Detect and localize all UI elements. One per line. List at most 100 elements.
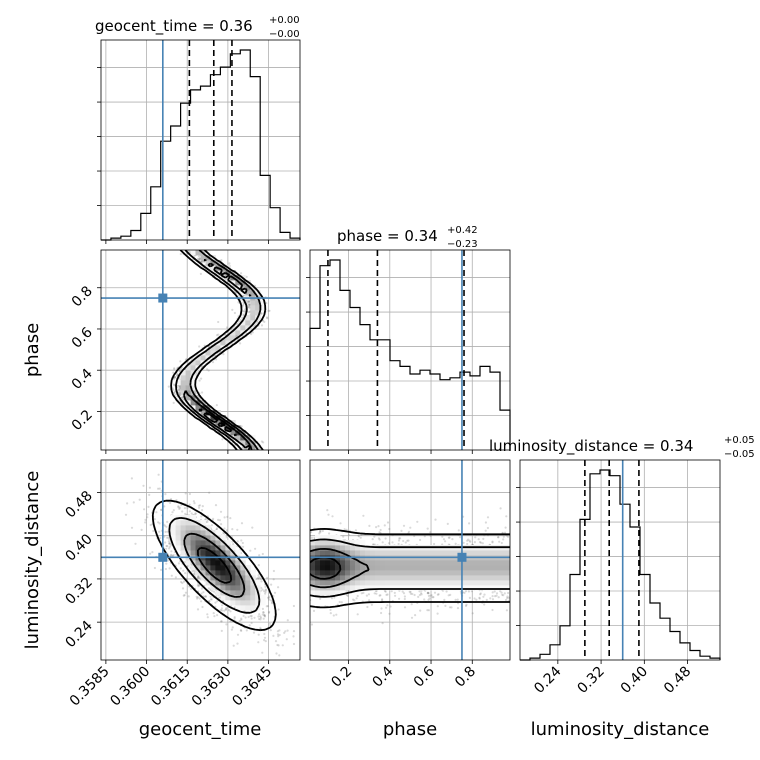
sample-point bbox=[204, 595, 207, 598]
sample-point bbox=[277, 644, 280, 647]
sample-point bbox=[218, 519, 221, 522]
sample-point bbox=[264, 588, 267, 591]
density-cell bbox=[240, 565, 246, 571]
sample-point bbox=[230, 628, 233, 631]
sample-point bbox=[240, 618, 243, 621]
sample-point bbox=[267, 611, 271, 614]
sample-point bbox=[197, 575, 200, 578]
sample-point bbox=[478, 541, 482, 544]
density-cell bbox=[210, 350, 216, 356]
sample-point bbox=[197, 575, 200, 578]
density-cell bbox=[400, 565, 406, 571]
density-cell bbox=[440, 560, 446, 566]
density-cell bbox=[390, 565, 396, 571]
sample-point bbox=[236, 322, 239, 325]
sample-point bbox=[464, 604, 468, 608]
sample-point bbox=[468, 596, 471, 600]
sample-point bbox=[170, 553, 173, 556]
density-cell bbox=[440, 565, 446, 571]
density-cell bbox=[350, 570, 356, 576]
sample-point bbox=[319, 531, 322, 534]
density-cell bbox=[370, 550, 376, 556]
sample-point bbox=[331, 515, 334, 518]
density-cell bbox=[370, 560, 376, 566]
density-cell bbox=[215, 575, 221, 581]
sample-point bbox=[442, 538, 446, 541]
density-cell bbox=[220, 425, 226, 431]
sample-point bbox=[170, 554, 173, 557]
density-cell bbox=[370, 575, 376, 581]
sample-point bbox=[318, 532, 321, 535]
sample-point bbox=[429, 594, 432, 597]
sample-point bbox=[168, 542, 171, 545]
density-cell bbox=[345, 565, 351, 571]
sample-point bbox=[479, 592, 482, 595]
density-cell bbox=[345, 585, 351, 591]
sample-point bbox=[270, 602, 274, 605]
sample-point bbox=[179, 360, 182, 363]
density-cell bbox=[190, 405, 196, 411]
density-cell bbox=[205, 565, 211, 571]
density-cell bbox=[205, 535, 211, 541]
sample-point bbox=[447, 594, 450, 597]
density-cell bbox=[240, 570, 246, 576]
sample-point bbox=[178, 384, 181, 388]
sample-point bbox=[177, 562, 180, 565]
density-cell bbox=[330, 550, 336, 556]
density-cell bbox=[420, 560, 426, 566]
sample-point bbox=[381, 598, 384, 601]
density-cell bbox=[245, 580, 251, 586]
sample-point bbox=[384, 589, 387, 593]
sample-point bbox=[236, 540, 239, 543]
sample-point bbox=[394, 594, 397, 597]
sample-point bbox=[248, 300, 251, 304]
sample-point bbox=[466, 542, 469, 546]
sample-point bbox=[416, 520, 419, 523]
density-cell bbox=[250, 310, 256, 316]
density-cell bbox=[365, 575, 371, 581]
sample-point bbox=[373, 592, 376, 595]
sample-point bbox=[181, 587, 185, 590]
density-cell bbox=[345, 575, 351, 581]
density-cell bbox=[180, 385, 186, 391]
sample-point bbox=[237, 320, 240, 323]
density-cell bbox=[365, 580, 371, 586]
sample-point bbox=[366, 605, 369, 609]
sample-point bbox=[446, 522, 449, 526]
density-cell bbox=[240, 605, 246, 611]
sample-point bbox=[354, 529, 357, 532]
sample-point bbox=[477, 538, 480, 541]
density-cell bbox=[195, 360, 201, 366]
density-cell bbox=[225, 575, 231, 581]
sample-point bbox=[384, 537, 387, 540]
sample-point bbox=[398, 537, 401, 540]
sample-point bbox=[260, 312, 263, 315]
density-cell bbox=[200, 355, 206, 361]
sample-point bbox=[200, 592, 203, 595]
density-cell bbox=[330, 585, 336, 591]
sample-point bbox=[355, 597, 358, 600]
sample-point bbox=[359, 536, 362, 539]
sample-point bbox=[398, 597, 401, 600]
sample-point bbox=[275, 652, 278, 655]
sample-point bbox=[227, 608, 231, 612]
sample-point bbox=[418, 593, 421, 597]
sample-point bbox=[365, 594, 368, 597]
sample-point bbox=[381, 541, 384, 544]
sample-point bbox=[264, 590, 267, 594]
title-geocent-time: geocent_time = 0.36 +0.00 −0.00 bbox=[95, 15, 300, 40]
density-cell bbox=[450, 560, 456, 566]
density-cell bbox=[405, 570, 411, 576]
sample-point bbox=[163, 505, 166, 508]
sample-point bbox=[343, 528, 346, 531]
sample-point bbox=[168, 567, 171, 570]
sample-point bbox=[142, 484, 145, 487]
density-cell bbox=[470, 565, 476, 571]
sample-point bbox=[236, 642, 239, 645]
sample-point bbox=[499, 590, 502, 593]
sample-point bbox=[505, 515, 508, 518]
density-cell bbox=[320, 565, 326, 571]
sample-point bbox=[167, 536, 170, 539]
sample-point bbox=[222, 353, 225, 356]
